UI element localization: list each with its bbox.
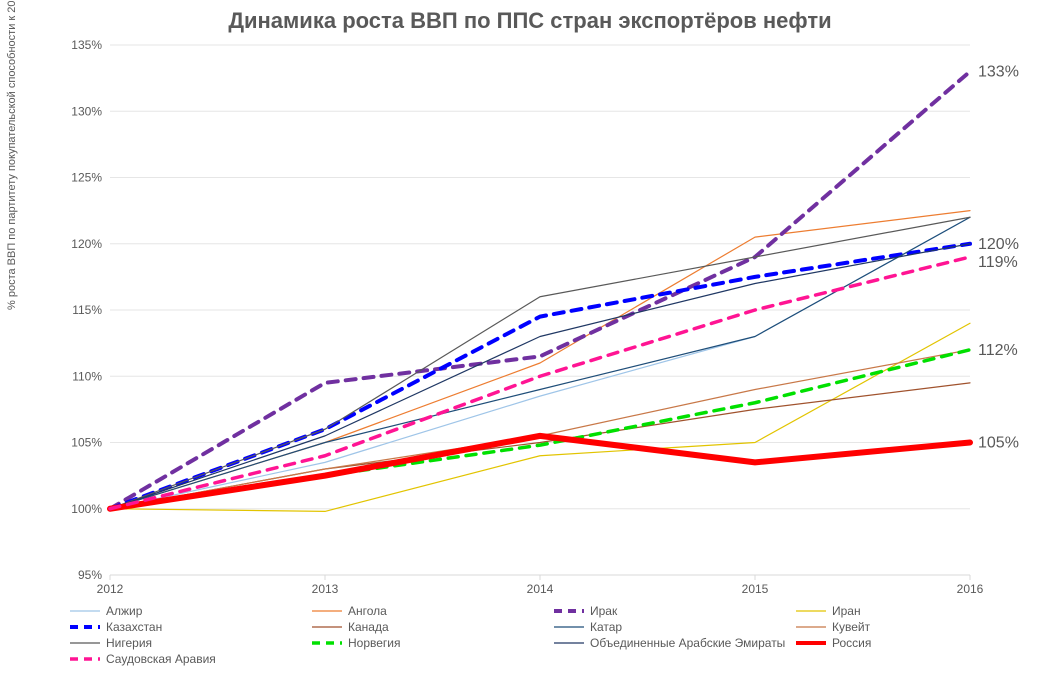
- legend-label: Иран: [832, 604, 861, 618]
- legend-label: Катар: [590, 620, 622, 634]
- x-tick-label: 2013: [312, 582, 339, 596]
- legend-item: Катар: [554, 620, 788, 634]
- legend-label: Канада: [348, 620, 389, 634]
- series-line: [110, 323, 970, 511]
- legend-swatch: [554, 604, 584, 618]
- legend-item: Россия: [796, 636, 1030, 650]
- legend-swatch: [70, 620, 100, 634]
- x-tick-label: 2015: [742, 582, 769, 596]
- legend-swatch: [312, 604, 342, 618]
- series-end-label: 120%: [978, 236, 1019, 253]
- legend-label: Объединенные Арабские Эмираты: [590, 636, 785, 650]
- y-tick-label: 115%: [72, 303, 102, 317]
- legend-item: Ангола: [312, 604, 546, 618]
- series-end-label: 112%: [978, 342, 1018, 359]
- legend-item: Объединенные Арабские Эмираты: [554, 636, 788, 650]
- series-end-label: 119%: [978, 254, 1018, 271]
- legend-swatch: [796, 604, 826, 618]
- x-tick-label: 2014: [527, 582, 554, 596]
- y-tick-label: 95%: [78, 568, 102, 582]
- x-tick-label: 2016: [957, 582, 984, 596]
- legend-item: Саудовская Аравия: [70, 652, 304, 666]
- legend-label: Саудовская Аравия: [106, 652, 216, 666]
- legend-label: Ангола: [348, 604, 387, 618]
- legend-item: Ирак: [554, 604, 788, 618]
- legend-item: Канада: [312, 620, 546, 634]
- legend-item: Норвегия: [312, 636, 546, 650]
- series-end-label: 105%: [978, 435, 1019, 452]
- legend-swatch: [70, 636, 100, 650]
- x-tick-label: 2012: [97, 582, 124, 596]
- legend-label: Кувейт: [832, 620, 870, 634]
- chart-container: Динамика роста ВВП по ППС стран экспортё…: [0, 0, 1060, 693]
- y-tick-label: 125%: [71, 171, 102, 185]
- legend-label: Нигерия: [106, 636, 152, 650]
- legend-item: Кувейт: [796, 620, 1030, 634]
- plot-area: 95% 100% 105% 110% 115% 120% 125% 130% 135% 2012 2…: [70, 40, 1030, 600]
- legend-item: Нигерия: [70, 636, 304, 650]
- legend-label: Россия: [832, 636, 871, 650]
- legend-swatch: [554, 636, 584, 650]
- legend-swatch: [312, 636, 342, 650]
- legend-swatch: [796, 636, 826, 650]
- legend-item: Алжир: [70, 604, 304, 618]
- legend-label: Ирак: [590, 604, 617, 618]
- legend-swatch: [70, 604, 100, 618]
- legend-label: Алжир: [106, 604, 142, 618]
- y-tick-label: 130%: [71, 104, 102, 118]
- y-axis-label: % роста ВВП по партитету покупательской …: [6, 0, 18, 310]
- series-end-label: 133%: [978, 64, 1019, 81]
- y-tick-label: 135%: [71, 40, 102, 52]
- series-line: [110, 211, 970, 509]
- legend-item: Казахстан: [70, 620, 304, 634]
- legend-item: Иран: [796, 604, 1030, 618]
- legend-swatch: [554, 620, 584, 634]
- legend: Алжир Ангола Ирак Иран Казахстан Канада Катар К…: [70, 604, 1030, 666]
- legend-swatch: [70, 652, 100, 666]
- y-tick-label: 100%: [71, 502, 102, 516]
- y-tick-label: 105%: [71, 436, 102, 450]
- y-tick-label: 110%: [72, 369, 102, 383]
- y-tick-label: 120%: [71, 237, 102, 251]
- series-line: [110, 350, 970, 509]
- chart-svg: 95% 100% 105% 110% 115% 120% 125% 130% 135% 2012 2…: [70, 40, 1030, 600]
- chart-title: Динамика роста ВВП по ППС стран экспортё…: [0, 8, 1060, 34]
- legend-swatch: [312, 620, 342, 634]
- legend-label: Казахстан: [106, 620, 162, 634]
- legend-label: Норвегия: [348, 636, 401, 650]
- legend-swatch: [796, 620, 826, 634]
